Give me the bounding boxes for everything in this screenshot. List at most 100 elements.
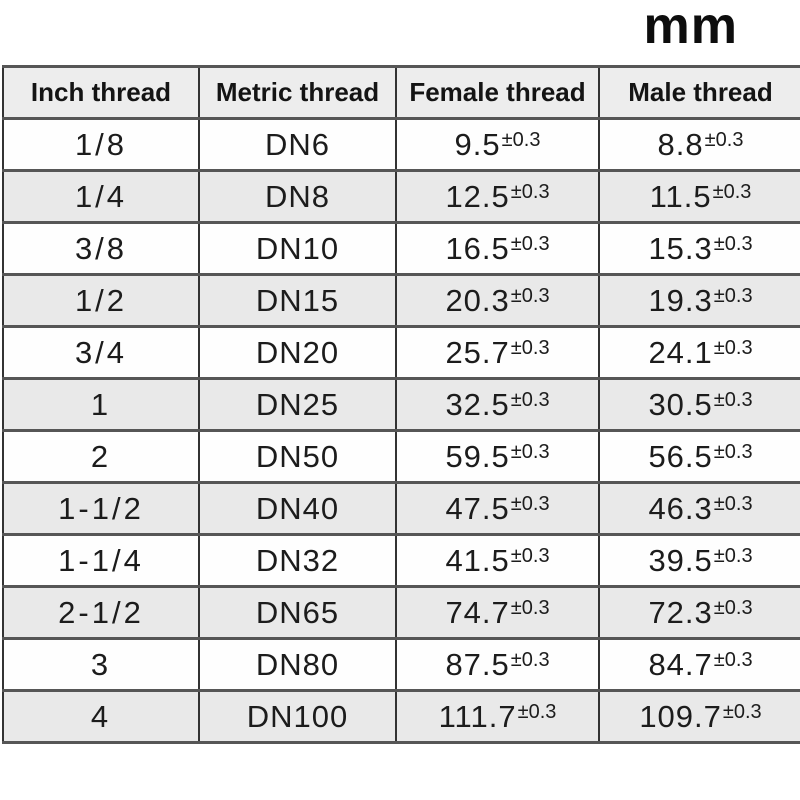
inch-thread-cell: 3 — [2, 637, 200, 692]
male-thread-tolerance: ±0.3 — [713, 388, 753, 411]
table-row: 3/4 DN20 25.7±0.3 24.1±0.3 — [2, 325, 800, 380]
female-thread-cell: 25.7±0.3 — [395, 325, 600, 380]
inch-thread-value: 3/4 — [74, 334, 128, 370]
inch-thread-value: 3/8 — [74, 230, 128, 266]
female-thread-cell: 12.5±0.3 — [395, 169, 600, 224]
metric-thread-value: DN100 — [246, 698, 349, 734]
inch-thread-value: 3 — [90, 646, 112, 682]
metric-thread-cell: DN100 — [198, 689, 397, 744]
female-thread-tolerance: ±0.3 — [510, 232, 550, 255]
male-thread-cell: 46.3±0.3 — [598, 481, 800, 536]
inch-thread-value: 2 — [90, 438, 112, 474]
metric-thread-cell: DN80 — [198, 637, 397, 692]
male-thread-cell: 56.5±0.3 — [598, 429, 800, 484]
female-thread-tolerance: ±0.3 — [510, 596, 550, 619]
metric-thread-cell: DN25 — [198, 377, 397, 432]
column-header-metric-thread: Metric thread — [198, 65, 397, 120]
male-thread-tolerance: ±0.3 — [713, 336, 753, 359]
table-row: 1 DN25 32.5±0.3 30.5±0.3 — [2, 377, 800, 432]
male-thread-tolerance: ±0.3 — [713, 440, 753, 463]
female-thread-cell: 20.3±0.3 — [395, 273, 600, 328]
table-row: 1-1/4 DN32 41.5±0.3 39.5±0.3 — [2, 533, 800, 588]
female-thread-value: 47.5 — [445, 490, 510, 526]
metric-thread-value: DN80 — [255, 646, 340, 682]
female-thread-value: 20.3 — [445, 282, 510, 318]
inch-thread-cell: 2-1/2 — [2, 585, 200, 640]
female-thread-value: 32.5 — [445, 386, 510, 422]
female-thread-value: 9.5 — [454, 126, 501, 162]
metric-thread-value: DN65 — [255, 594, 340, 630]
inch-thread-value: 1/2 — [74, 282, 128, 318]
inch-thread-value: 2-1/2 — [58, 594, 144, 630]
male-thread-cell: 39.5±0.3 — [598, 533, 800, 588]
male-thread-value: 11.5 — [649, 178, 712, 214]
inch-thread-cell: 3/8 — [2, 221, 200, 276]
inch-thread-value: 1/8 — [74, 126, 128, 162]
male-thread-tolerance: ±0.3 — [722, 700, 762, 723]
female-thread-cell: 41.5±0.3 — [395, 533, 600, 588]
female-thread-tolerance: ±0.3 — [510, 544, 550, 567]
table-row: 3 DN80 87.5±0.3 84.7±0.3 — [2, 637, 800, 692]
female-thread-tolerance: ±0.3 — [510, 336, 550, 359]
thread-size-table: Inch thread Metric thread Female thread … — [2, 65, 800, 744]
male-thread-tolerance: ±0.3 — [713, 284, 753, 307]
metric-thread-value: DN6 — [264, 126, 330, 162]
male-thread-tolerance: ±0.3 — [713, 492, 753, 515]
male-thread-value: 84.7 — [648, 646, 713, 682]
male-thread-value: 72.3 — [648, 594, 713, 630]
inch-thread-value: 1 — [90, 386, 112, 422]
metric-thread-value: DN20 — [255, 334, 340, 370]
metric-thread-cell: DN15 — [198, 273, 397, 328]
female-thread-tolerance: ±0.3 — [510, 440, 550, 463]
inch-thread-cell: 1-1/4 — [2, 533, 200, 588]
male-thread-cell: 11.5±0.3 — [598, 169, 800, 224]
female-thread-value: 16.5 — [445, 230, 510, 266]
female-thread-cell: 87.5±0.3 — [395, 637, 600, 692]
female-thread-value: 59.5 — [445, 438, 510, 474]
table-body: 1/8 DN6 9.5±0.3 8.8±0.3 1/4 DN8 12.5±0.3 — [2, 117, 800, 744]
male-thread-cell: 8.8±0.3 — [598, 117, 800, 172]
male-thread-tolerance: ±0.3 — [704, 128, 744, 151]
male-thread-cell: 72.3±0.3 — [598, 585, 800, 640]
female-thread-tolerance: ±0.3 — [501, 128, 541, 151]
female-thread-value: 111.7 — [438, 698, 517, 734]
female-thread-cell: 59.5±0.3 — [395, 429, 600, 484]
male-thread-tolerance: ±0.3 — [713, 648, 753, 671]
table-row: 1/4 DN8 12.5±0.3 11.5±0.3 — [2, 169, 800, 224]
table-row: 3/8 DN10 16.5±0.3 15.3±0.3 — [2, 221, 800, 276]
metric-thread-cell: DN32 — [198, 533, 397, 588]
column-header-inch-thread: Inch thread — [2, 65, 200, 120]
metric-thread-value: DN50 — [255, 438, 340, 474]
female-thread-value: 25.7 — [445, 334, 510, 370]
male-thread-value: 30.5 — [648, 386, 713, 422]
male-thread-value: 24.1 — [648, 334, 713, 370]
inch-thread-cell: 4 — [2, 689, 200, 744]
metric-thread-cell: DN40 — [198, 481, 397, 536]
column-header-male-thread: Male thread — [598, 65, 800, 120]
male-thread-tolerance: ±0.3 — [713, 544, 753, 567]
inch-thread-cell: 1/8 — [2, 117, 200, 172]
female-thread-tolerance: ±0.3 — [510, 492, 550, 515]
female-thread-tolerance: ±0.3 — [510, 180, 550, 203]
inch-thread-value: 1-1/2 — [58, 490, 144, 526]
table-row: 2-1/2 DN65 74.7±0.3 72.3±0.3 — [2, 585, 800, 640]
metric-thread-cell: DN20 — [198, 325, 397, 380]
female-thread-tolerance: ±0.3 — [510, 388, 550, 411]
metric-thread-value: DN15 — [255, 282, 340, 318]
metric-thread-cell: DN10 — [198, 221, 397, 276]
inch-thread-value: 1-1/4 — [58, 542, 144, 578]
female-thread-value: 74.7 — [445, 594, 510, 630]
metric-thread-value: DN40 — [255, 490, 340, 526]
male-thread-value: 15.3 — [648, 230, 713, 266]
male-thread-cell: 30.5±0.3 — [598, 377, 800, 432]
male-thread-tolerance: ±0.3 — [712, 180, 752, 203]
metric-thread-value: DN32 — [255, 542, 340, 578]
male-thread-value: 39.5 — [648, 542, 713, 578]
female-thread-cell: 111.7±0.3 — [395, 689, 600, 744]
male-thread-cell: 84.7±0.3 — [598, 637, 800, 692]
metric-thread-cell: DN8 — [198, 169, 397, 224]
male-thread-value: 109.7 — [639, 698, 722, 734]
male-thread-value: 46.3 — [648, 490, 713, 526]
female-thread-cell: 47.5±0.3 — [395, 481, 600, 536]
